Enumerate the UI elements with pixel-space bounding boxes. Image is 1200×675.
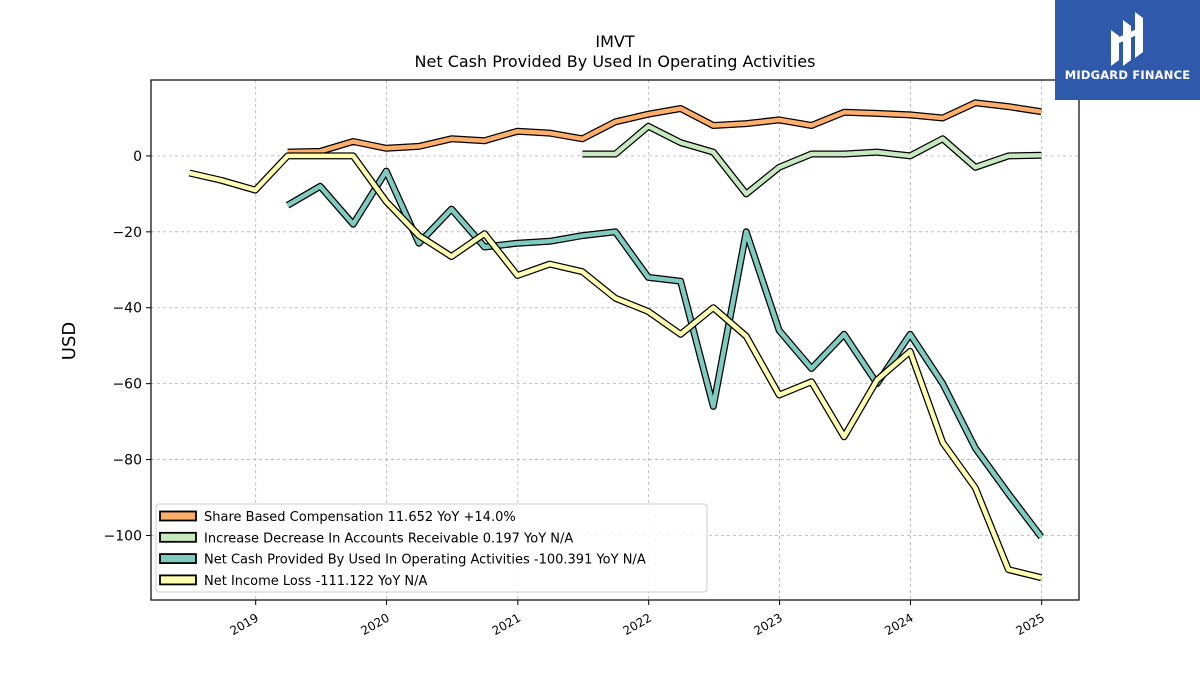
series-1: [287, 99, 1042, 156]
series-line-outline: [582, 122, 1042, 198]
y-tick-label: −60: [112, 377, 142, 393]
x-tick-label: 2020: [358, 611, 391, 638]
legend-box: [155, 503, 708, 593]
x-tick-label: 2024: [882, 611, 915, 638]
y-tick-label: 0: [133, 149, 142, 165]
plot-frame: [150, 79, 1080, 601]
y-axis-label: USD: [59, 322, 80, 360]
legend-entry-label: Share Based Compensation 11.652 YoY +14.…: [204, 510, 516, 525]
chart-subtitle: Net Cash Provided By Used In Operating A…: [415, 52, 816, 71]
series-2: [582, 122, 1042, 198]
legend: Share Based Compensation 11.652 YoY +14.…: [155, 503, 708, 593]
series-lines: [188, 99, 1045, 582]
legend-swatch: [159, 553, 197, 564]
x-tick-label: 2021: [490, 611, 523, 638]
brand-name: MIDGARD FINANCE: [1064, 68, 1191, 82]
y-tick-label: −100: [104, 528, 142, 544]
x-tick-label: 2022: [621, 611, 654, 638]
series-line: [287, 100, 1042, 155]
y-tick-label: −20: [112, 225, 142, 241]
series-line: [286, 168, 1044, 539]
series-line: [188, 153, 1042, 580]
x-tick-label: 2023: [751, 611, 784, 638]
series-3: [285, 167, 1045, 540]
series-line-outline: [285, 167, 1045, 540]
legend-swatch: [159, 531, 197, 543]
series-line: [582, 124, 1042, 197]
x-tick-label: 2025: [1014, 611, 1047, 638]
y-tick-label: −40: [112, 301, 142, 317]
legend-entry-label: Increase Decrease In Accounts Receivable…: [204, 531, 573, 546]
x-tick-label: 2019: [228, 611, 261, 638]
legend-entry-label: Net Cash Provided By Used In Operating A…: [204, 553, 646, 568]
y-tick-label: −80: [112, 453, 142, 469]
series-4: [188, 152, 1043, 582]
brand-logo: MIDGARD FINANCE: [1055, 0, 1200, 100]
legend-swatch: [159, 574, 197, 586]
legend-swatch: [159, 510, 197, 522]
legend-entry-label: Net Income Loss -111.122 YoY N/A: [204, 574, 427, 589]
midgard-logo-icon: [1111, 12, 1143, 66]
chart-title: IMVT: [595, 32, 634, 51]
